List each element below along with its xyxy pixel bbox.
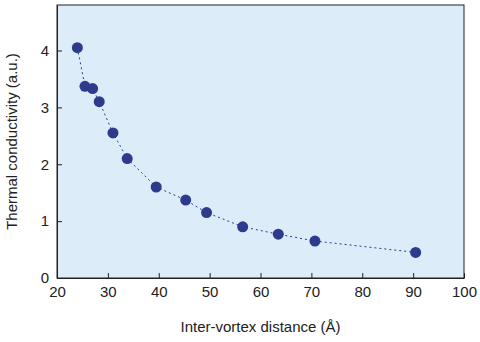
tick-mark [413,273,414,278]
tick-label: 1 [41,212,49,229]
data-point [107,127,118,138]
tick-label: 2 [41,156,49,173]
tick: 30 [100,273,117,300]
tick: 2 [41,156,62,173]
tick: 4 [41,42,62,59]
tick: 3 [41,99,62,116]
x-axis-title: Inter-vortex distance (Å) [180,318,340,335]
data-point [309,236,320,247]
tick-mark [57,221,62,222]
plot-frame [57,5,464,278]
data-point [87,83,98,94]
tick-label: 3 [41,99,49,116]
tick: 1 [41,212,62,229]
tick-mark [362,273,363,278]
tick-label: 80 [354,283,371,300]
tick-label: 4 [41,42,49,59]
tick-label: 30 [100,283,117,300]
tick: 60 [253,273,270,300]
tick-label: 60 [253,283,270,300]
tick-mark [57,107,62,108]
tick: 90 [405,273,422,300]
data-point [94,96,105,107]
y-axis-title: Thermal conductivity (a.u.) [3,53,20,230]
data-point [273,229,284,240]
tick-label: 20 [49,283,66,300]
tick: 80 [354,273,371,300]
tick-label: 100 [452,283,477,300]
data-point [237,221,248,232]
y-axis: 0 1 2 3 4 [41,6,62,287]
data-point [180,195,191,206]
tick: 50 [202,273,219,300]
chart: 20 30 40 50 60 70 80 90 100 0 1 2 3 4 Inter-vortex dis… [0,0,480,342]
plot-background [57,5,464,278]
data-line [77,48,415,253]
data-point [151,182,162,193]
tick-mark [210,273,211,278]
tick-label: 70 [304,283,321,300]
x-axis: 20 30 40 50 60 70 80 90 100 [49,273,477,300]
data-point [410,247,421,258]
tick-mark [311,273,312,278]
tick-label: 50 [202,283,219,300]
data-point [72,42,83,53]
data-point [122,153,133,164]
tick-label: 0 [41,269,49,286]
tick-mark [57,164,62,165]
tick-mark [108,273,109,278]
plot: 20 30 40 50 60 70 80 90 100 0 1 2 3 4 [41,5,477,300]
tick-mark [159,273,160,278]
tick: 70 [304,273,321,300]
tick-mark [57,51,62,52]
data-point [201,207,212,218]
tick-label: 40 [151,283,168,300]
tick-mark [261,273,262,278]
tick: 40 [151,273,168,300]
data-layer [72,42,421,258]
tick-label: 90 [405,283,422,300]
